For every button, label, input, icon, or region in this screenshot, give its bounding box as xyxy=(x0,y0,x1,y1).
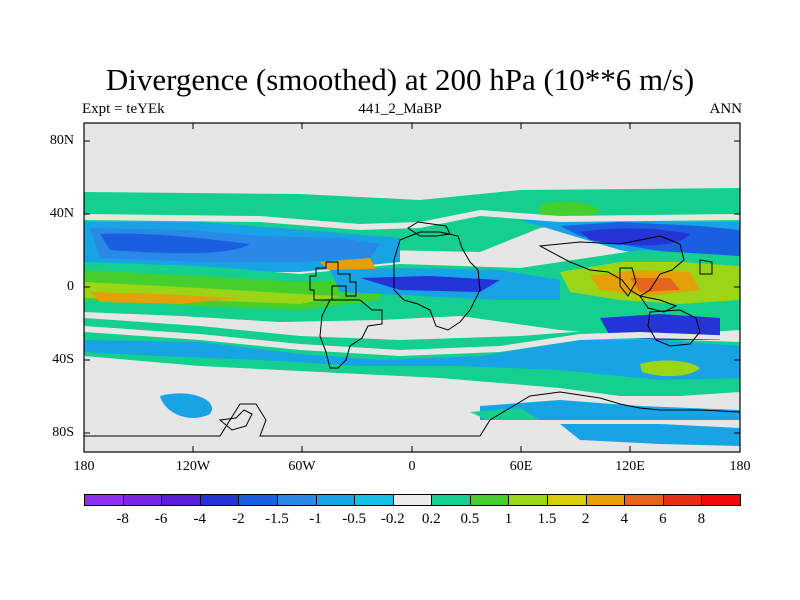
contour-tropics-orange xyxy=(90,292,240,304)
contour-south-yellow xyxy=(640,360,700,377)
contour-pacific-blue3 xyxy=(580,228,690,246)
colorbar-box xyxy=(701,494,741,506)
lat-label-80n: 80N xyxy=(49,133,74,148)
colorbar-label: -0.5 xyxy=(342,511,366,527)
contour-east-red xyxy=(630,278,680,292)
lon-label-60e: 60E xyxy=(509,459,533,474)
coastline-pacific-islands xyxy=(699,259,713,275)
colorbar-label: -8 xyxy=(116,511,129,527)
colorbar-label: 4 xyxy=(620,511,628,527)
colorbar-label: 0.2 xyxy=(421,511,441,527)
colorbar-label: 1 xyxy=(504,511,513,527)
colorbar-box xyxy=(624,494,664,506)
colorbar-label: 1.5 xyxy=(537,511,557,527)
colorbar-box xyxy=(276,494,317,506)
lon-label-180e: 180 xyxy=(729,459,751,474)
coastline-indonesia xyxy=(638,295,678,313)
coastline-south-america xyxy=(319,299,383,369)
colorbar-box xyxy=(315,494,356,506)
season-label: ANN xyxy=(709,101,743,117)
experiment-label: Expt = teYEk xyxy=(82,101,165,117)
colorbar-box xyxy=(585,494,626,506)
case-label: 441_2_MaBP xyxy=(358,101,442,117)
plot-title: Divergence (smoothed) at 200 hPa (10**6 … xyxy=(105,62,695,97)
coastline-europe xyxy=(407,221,451,237)
colorbar-label: 2 xyxy=(581,511,590,527)
colorbar-label: 0.5 xyxy=(460,511,480,527)
colorbar-box xyxy=(431,494,471,506)
colorbar-label: -6 xyxy=(154,511,168,527)
contour-south-white xyxy=(84,326,740,356)
coastline-west-peninsula xyxy=(218,409,253,431)
colorbar-box xyxy=(354,494,394,506)
colorbar-label: -1.5 xyxy=(265,511,289,527)
colorbar-box xyxy=(161,494,201,506)
coastline-north-america xyxy=(309,261,357,301)
colorbar-box xyxy=(547,494,587,506)
lon-label-120e: 120E xyxy=(615,459,645,474)
contour-north-green2 xyxy=(540,201,600,219)
colorbar-box xyxy=(122,494,163,506)
coastline-australia xyxy=(647,309,701,347)
colorbar-box xyxy=(84,494,124,506)
coastline-antarctica xyxy=(84,391,740,437)
contour-antarctic-blue xyxy=(560,424,740,446)
colorbar-label: -1 xyxy=(309,511,322,527)
colorbar-box xyxy=(392,494,433,506)
colorbar-box xyxy=(508,494,549,506)
lon-label-180w: 180 xyxy=(73,459,95,474)
coastline-asia xyxy=(538,235,685,297)
coastline-africa xyxy=(393,231,481,331)
colorbar-box xyxy=(238,494,278,506)
lon-label-120w: 120W xyxy=(175,459,211,474)
lon-label-60w: 60W xyxy=(288,459,316,474)
colorbar-box xyxy=(199,494,240,506)
coastlines xyxy=(84,221,740,437)
lat-label-40n: 40N xyxy=(49,206,74,221)
colorbar-box xyxy=(662,494,703,506)
lat-label-80s: 80S xyxy=(52,425,74,440)
colorbar-label: -0.2 xyxy=(380,511,405,527)
colorbar-label: -2 xyxy=(232,511,245,527)
colorbar-label: 8 xyxy=(697,511,706,527)
contour-far-south-blue xyxy=(160,393,212,418)
lat-label-0: 0 xyxy=(67,279,74,294)
colorbar-label: 6 xyxy=(659,511,667,527)
contour-equator-blue2 xyxy=(360,276,500,292)
coastline-india xyxy=(619,267,637,297)
lat-label-40s: 40S xyxy=(52,352,74,367)
colorbar xyxy=(84,494,741,506)
colorbar-box xyxy=(469,494,510,506)
tick-marks xyxy=(84,123,740,452)
colorbar-label: -4 xyxy=(193,511,207,527)
contour-north-blue3 xyxy=(100,233,250,254)
lon-label-0: 0 xyxy=(408,459,416,474)
contour-south-blue xyxy=(84,340,740,380)
